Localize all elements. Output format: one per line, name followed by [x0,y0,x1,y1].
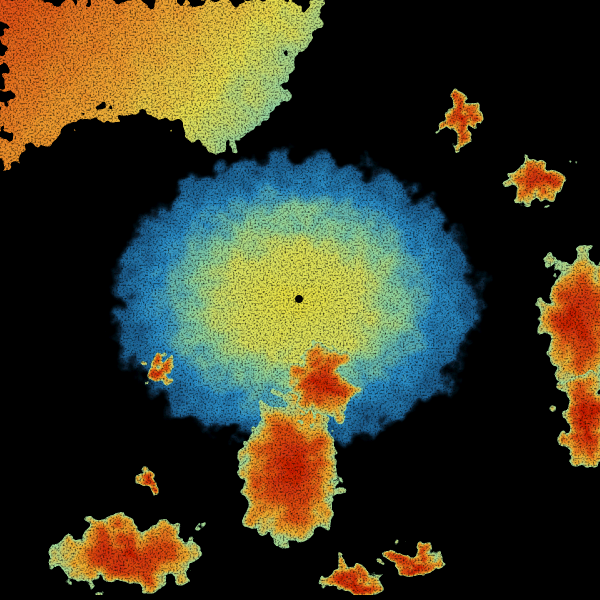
cell [540,250,600,390]
cell [55,520,205,590]
cell [446,95,474,145]
cell [380,548,440,572]
cell [136,475,164,495]
southern-cell [240,395,340,545]
ground-clutter [105,150,485,450]
cell [137,356,173,384]
cell [560,370,600,470]
cell [290,340,350,420]
radar-site [295,295,303,303]
northern-band [0,0,330,160]
cell [320,565,380,595]
cell [508,158,572,202]
